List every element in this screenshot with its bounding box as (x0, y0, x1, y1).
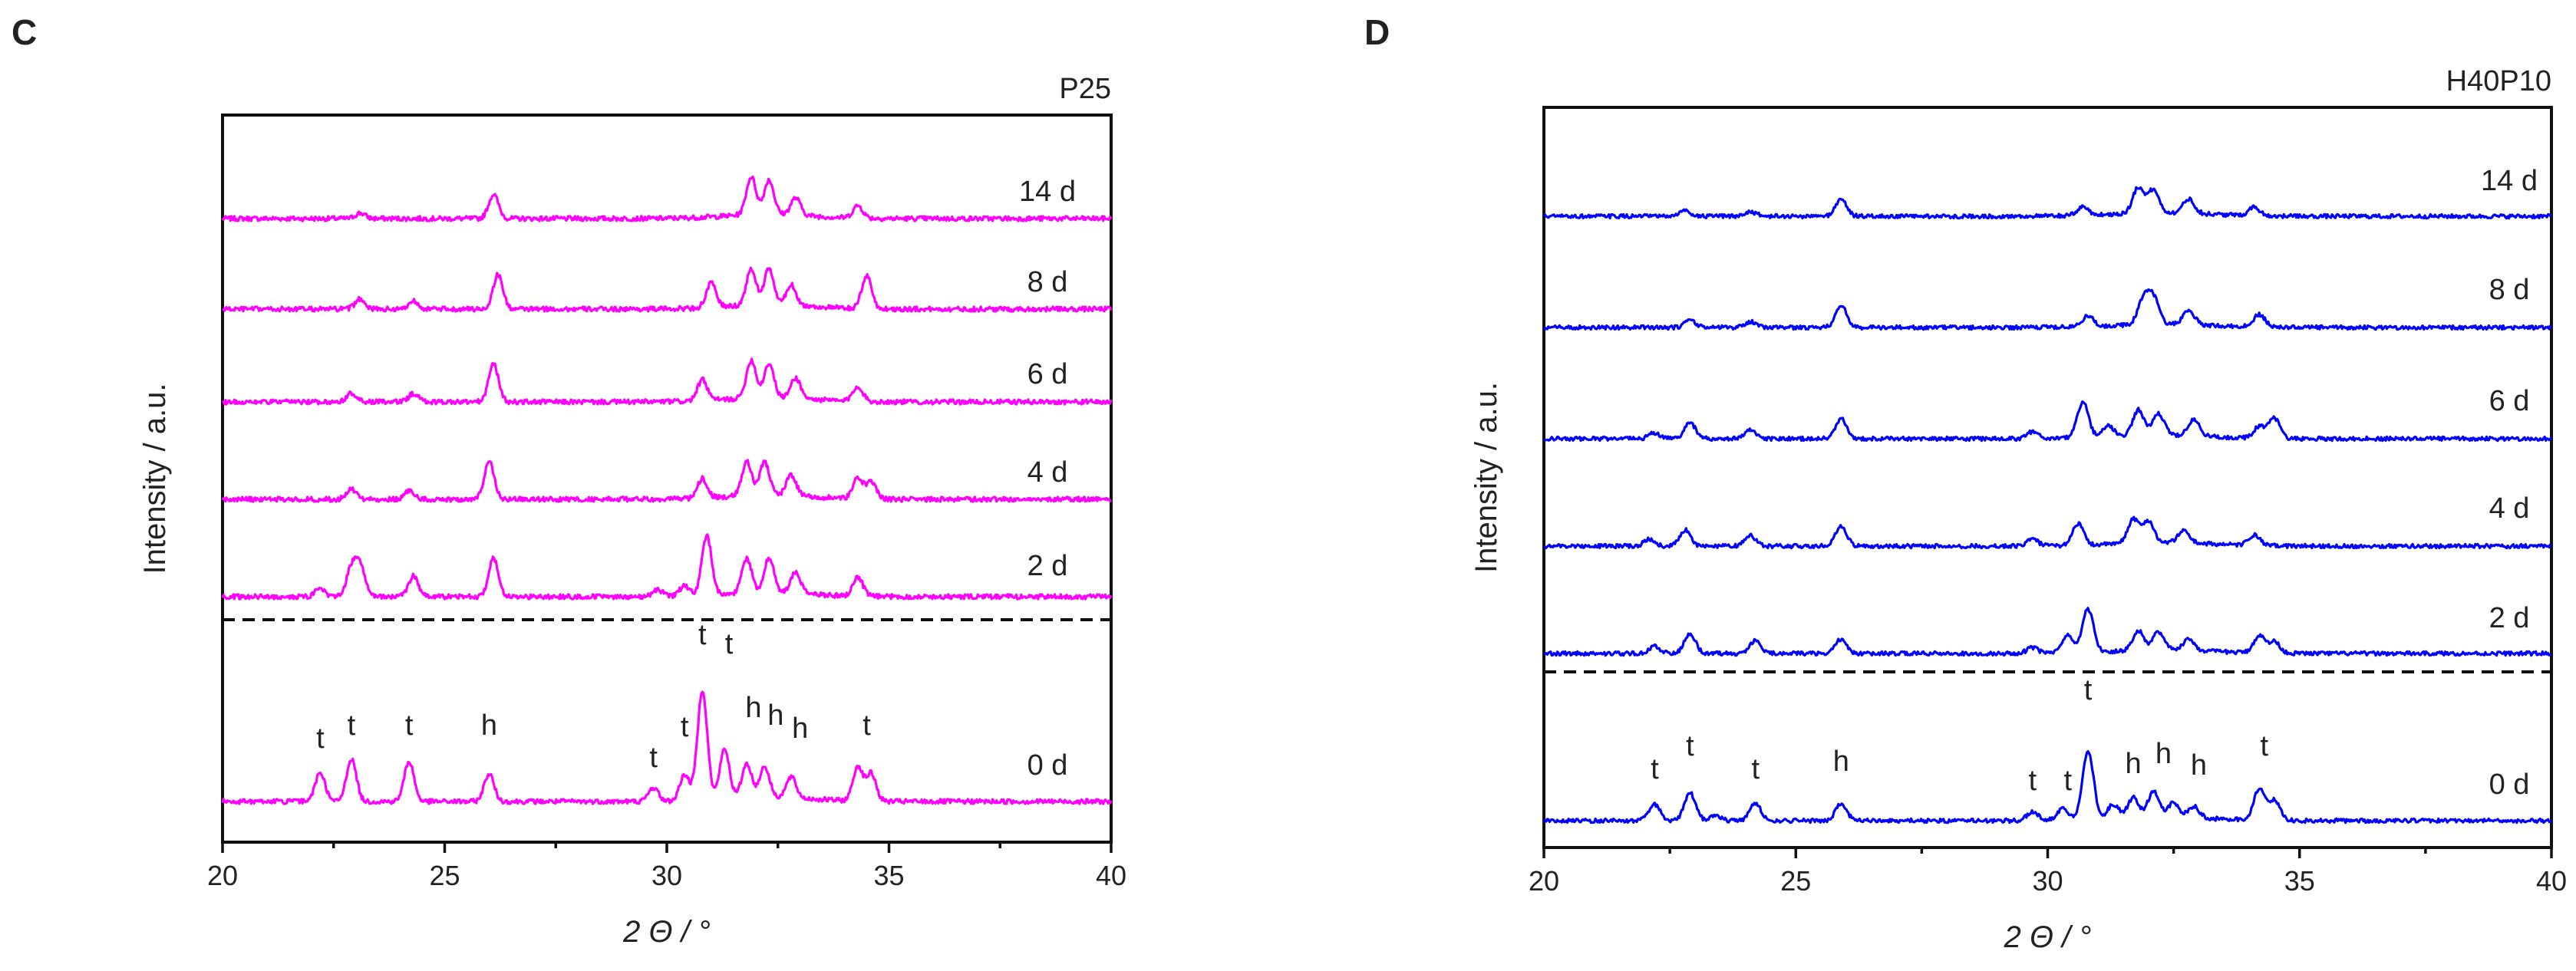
phase-annotation: t (681, 711, 689, 743)
phase-annotation: t (2261, 730, 2269, 762)
phase-annotation: h (2126, 748, 2142, 780)
x-tick-label: 40 (2536, 865, 2567, 897)
phase-annotation: t (316, 722, 325, 755)
chart-title: P25 (1059, 73, 1111, 105)
x-tick-label: 30 (2032, 865, 2063, 897)
x-axis-label: 2 Θ / ° (622, 915, 711, 949)
panel-label: C (12, 12, 37, 52)
series-label: 4 d (1027, 456, 1068, 489)
phase-annotation: t (1686, 730, 1694, 762)
y-axis-label: Intensity / a.u. (138, 383, 172, 574)
series-line-14d (1542, 186, 2552, 220)
series-line-8d (222, 266, 1113, 313)
x-tick-label: 20 (1529, 865, 1559, 897)
phase-annotation: t (348, 709, 356, 742)
series-label: 14 d (2481, 165, 2538, 197)
series-line-4d (1543, 515, 2552, 550)
chart-title: H40P10 (2446, 65, 2551, 97)
phase-annotation: h (2155, 738, 2172, 770)
x-tick-label: 25 (1780, 865, 1811, 897)
series-label: 8 d (1027, 266, 1068, 298)
phase-annotation: h (745, 692, 761, 724)
series-line-0d (1542, 750, 2553, 825)
phase-annotation: t (1751, 753, 1760, 785)
phase-annotation: t (725, 628, 734, 660)
phase-annotation: h (767, 699, 783, 732)
series-line-6d (222, 357, 1113, 406)
x-axis-label: 2 Θ / ° (2004, 920, 2092, 954)
phase-annotation: t (405, 709, 414, 742)
plot-frame (221, 114, 1113, 844)
x-tick-label: 30 (651, 860, 682, 891)
series-label: 6 d (2489, 385, 2530, 417)
phase-annotation: h (1833, 746, 1849, 778)
series-line-8d (1542, 288, 2553, 331)
x-tick-label: 35 (2284, 865, 2315, 897)
x-tick-label: 25 (429, 860, 460, 891)
x-tick-label: 20 (207, 860, 238, 891)
series-label: 8 d (2489, 274, 2530, 306)
series-label: 2 d (1027, 550, 1068, 582)
x-tick-label: 35 (873, 860, 904, 891)
phase-annotation: h (481, 709, 497, 742)
plot-frame (1542, 106, 2553, 849)
series-line-4d (221, 459, 1113, 503)
phase-annotation: t (2063, 765, 2072, 797)
panel-c: C P25 20 25 30 35 40 2 Θ / ° Intensity / a.u. 14 … (12, 12, 1126, 949)
series-line-2d (221, 533, 1113, 601)
panel-d: D H40P10 20 25 30 35 40 2 Θ / ° Intensity / a.u.… (1364, 12, 2567, 954)
series-label: 4 d (2489, 492, 2530, 525)
phase-annotation: t (698, 619, 707, 651)
series-label: 0 d (2489, 769, 2530, 801)
series-line-6d (1543, 400, 2553, 443)
y-axis-label: Intensity / a.u. (1469, 382, 1503, 573)
phase-annotation: t (649, 742, 658, 774)
phase-annotation: h (2191, 749, 2207, 782)
panel-label: D (1364, 12, 1390, 52)
x-tick-label: 40 (1096, 860, 1126, 891)
series-line-14d (221, 175, 1113, 222)
phase-annotation: t (2029, 765, 2037, 797)
series-line-2d (1543, 607, 2552, 657)
series-label: 14 d (1019, 176, 1076, 208)
phase-annotation: h (792, 713, 808, 745)
phase-annotation: t (863, 709, 871, 742)
series-label: 0 d (1027, 749, 1068, 782)
phase-annotation: t (1651, 753, 1659, 785)
series-label: 2 d (2489, 602, 2530, 634)
series-line-0d (221, 690, 1113, 805)
series-label: 6 d (1027, 358, 1068, 390)
phase-annotation: t (2084, 674, 2093, 706)
